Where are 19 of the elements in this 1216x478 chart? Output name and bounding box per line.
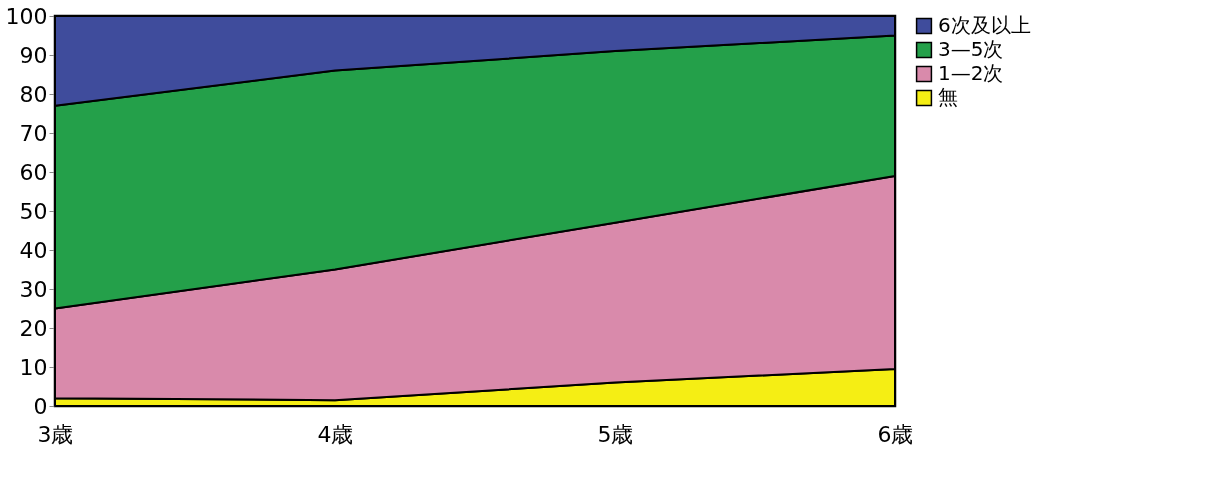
y-tick-label: 0 <box>33 393 48 419</box>
x-tick-label: 3歳 <box>37 421 74 447</box>
y-tick-label: 40 <box>19 237 48 263</box>
y-tick-label: 20 <box>19 315 48 341</box>
x-tick-label: 6歳 <box>877 421 914 447</box>
legend-label: 1—2次 <box>938 61 1004 85</box>
y-tick-label: 10 <box>19 354 48 380</box>
y-tick-label: 100 <box>5 3 48 29</box>
y-tick-label: 60 <box>19 159 48 185</box>
y-tick-label: 70 <box>19 120 48 146</box>
legend-label: 3—5次 <box>938 37 1004 61</box>
y-tick-label: 50 <box>19 198 48 224</box>
y-tick-label: 30 <box>19 276 48 302</box>
y-tick-label: 90 <box>19 42 48 68</box>
y-tick-label: 80 <box>19 81 48 107</box>
x-tick-label: 5歳 <box>597 421 634 447</box>
legend-label: 無 <box>938 85 958 109</box>
x-tick-label: 4歳 <box>317 421 354 447</box>
legend-label: 6次及以上 <box>938 13 1031 37</box>
